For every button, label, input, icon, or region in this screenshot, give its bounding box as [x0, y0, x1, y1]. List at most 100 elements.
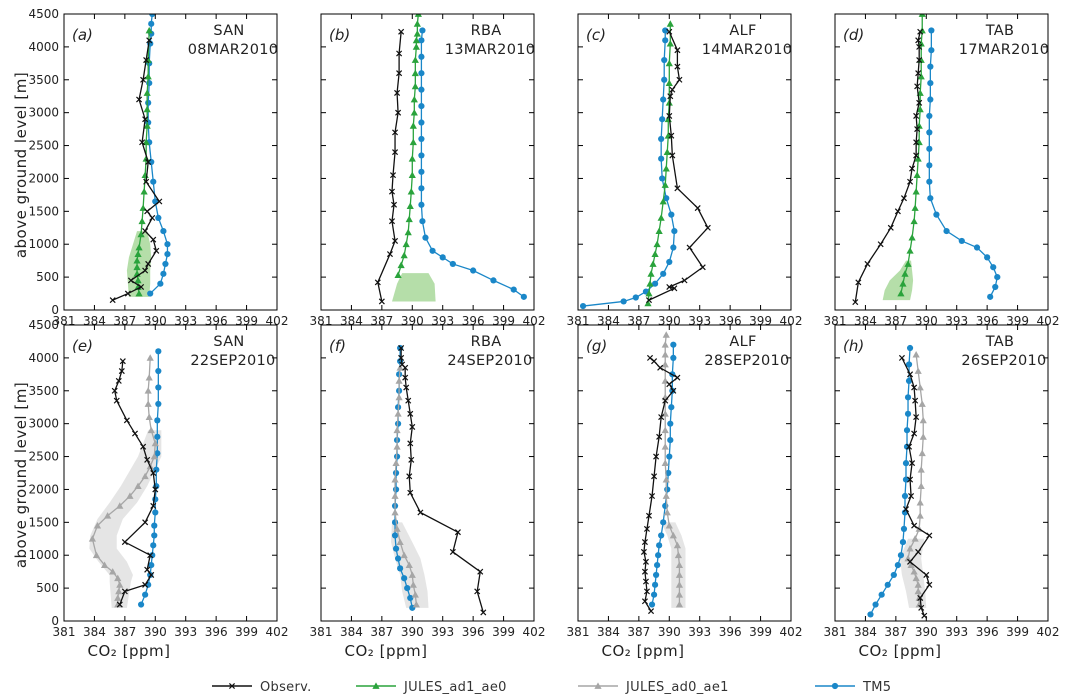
x-tick-label: 381 [567, 625, 590, 639]
series-observ- [398, 344, 487, 616]
data-point [480, 609, 487, 616]
data-point [645, 289, 653, 297]
plot-area [374, 14, 527, 305]
x-tick-label: 384 [340, 625, 363, 639]
legend-label: JULES_ad1_ae0 [403, 680, 507, 695]
x-tick-label: 396 [976, 625, 999, 639]
data-point [145, 99, 152, 106]
y-tick-label: 4500 [28, 318, 59, 332]
x-tick-label: 393 [688, 625, 711, 639]
x-tick-label: 387 [370, 625, 393, 639]
data-point [404, 585, 411, 592]
x-tick-label: 387 [884, 625, 907, 639]
series-observ- [109, 37, 163, 304]
data-point [109, 297, 116, 304]
series-line [582, 30, 676, 307]
data-point [916, 99, 923, 106]
data-point [393, 426, 401, 434]
data-point [694, 205, 701, 212]
data-point [669, 531, 677, 539]
data-point [926, 178, 933, 185]
data-point [395, 393, 403, 401]
data-point [134, 250, 142, 257]
data-point [674, 63, 681, 70]
data-point [150, 452, 158, 460]
data-point [151, 522, 158, 529]
data-point [655, 552, 662, 559]
y-tick-label: 2500 [28, 450, 59, 464]
data-point [418, 135, 425, 143]
data-point [109, 568, 117, 575]
data-point [890, 571, 897, 579]
data-point [134, 482, 142, 490]
data-point [121, 539, 128, 546]
legend-label: TM5 [862, 680, 891, 695]
data-point [392, 459, 400, 467]
y-tick-label: 2000 [28, 482, 59, 496]
data-point [388, 218, 396, 225]
data-point [905, 377, 913, 385]
date-label: 24SEP2010 [447, 353, 532, 369]
data-point [657, 214, 665, 221]
data-point [143, 122, 151, 129]
data-point [907, 558, 914, 565]
data-point [910, 217, 918, 225]
data-point [113, 397, 120, 404]
plot-frame [834, 324, 1049, 622]
data-point [704, 224, 711, 231]
data-point [906, 247, 914, 254]
series-tm5 [418, 27, 527, 300]
data-point [906, 344, 914, 352]
data-point [144, 456, 151, 463]
panel-letter: (g) [586, 337, 607, 355]
data-point [418, 70, 425, 77]
data-point [140, 188, 148, 195]
x-tick-label: 402 [780, 625, 803, 639]
x-tick-label: 393 [945, 625, 968, 639]
data-point [907, 178, 914, 185]
data-point [911, 204, 919, 211]
data-point [653, 240, 661, 248]
data-point [927, 96, 934, 103]
data-point [405, 215, 413, 223]
data-point [670, 387, 677, 394]
data-point [914, 83, 921, 90]
plot-area [640, 331, 686, 615]
data-point [662, 37, 669, 44]
data-point [926, 581, 933, 588]
data-point [407, 188, 415, 195]
data-point [915, 37, 922, 44]
data-point [665, 469, 672, 477]
y-tick-label: 500 [36, 581, 59, 595]
data-point [142, 581, 149, 588]
data-point [145, 374, 153, 381]
data-point [412, 43, 420, 50]
data-point [142, 591, 149, 598]
data-point [394, 555, 402, 562]
panels: 381 384 387 390 393 396 399 402 0 500 1000 1500 2000… [28, 7, 1059, 660]
data-point [918, 449, 926, 457]
plot-area [390, 344, 487, 616]
data-point [649, 492, 656, 500]
data-point [407, 489, 414, 496]
date-label: 14MAR2010 [702, 42, 793, 58]
data-point [898, 354, 905, 361]
data-point [411, 69, 419, 77]
data-point [665, 79, 673, 86]
data-point [914, 587, 922, 595]
plot-area [579, 20, 711, 310]
data-point [911, 535, 919, 542]
data-point [408, 571, 416, 578]
panel-h: 381 384 387 390 393 396 399 402 (h) TAB 26SEP2010 C… [824, 324, 1059, 660]
y-tick-label: 4000 [28, 40, 59, 54]
data-point [651, 581, 659, 588]
data-point [903, 427, 911, 434]
legend-marker [228, 682, 236, 690]
data-point [675, 600, 684, 608]
data-point [918, 604, 925, 611]
data-point [144, 387, 152, 394]
data-point [675, 591, 684, 598]
legend: Observ. JULES_ad1_ae0 JULES_ad0_ae1 TM5 [212, 680, 891, 695]
